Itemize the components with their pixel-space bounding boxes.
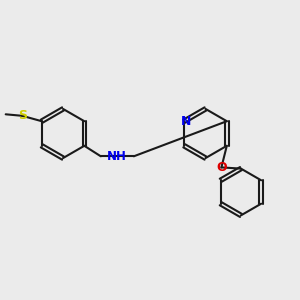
Text: S: S bbox=[18, 109, 27, 122]
Text: O: O bbox=[216, 161, 227, 174]
Text: NH: NH bbox=[106, 150, 126, 163]
Text: N: N bbox=[181, 115, 191, 128]
